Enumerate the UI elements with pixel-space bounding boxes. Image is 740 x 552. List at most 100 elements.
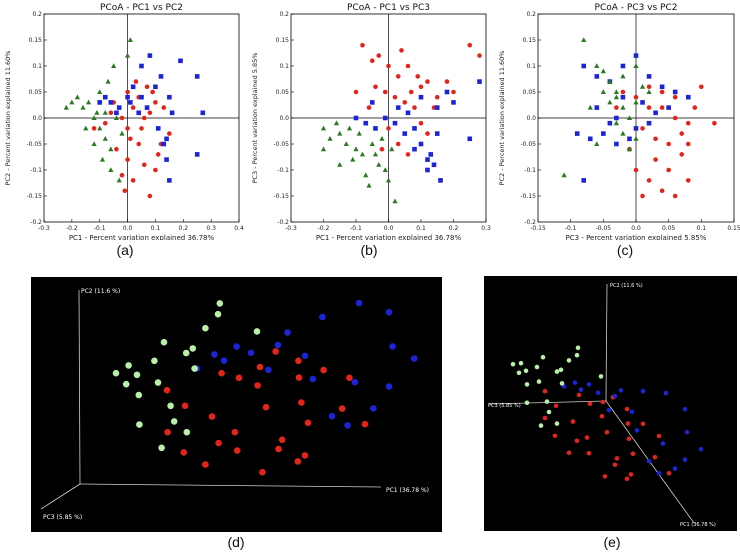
data-point-red	[653, 136, 658, 142]
data-point-blue	[672, 89, 678, 95]
data-point-red	[114, 146, 119, 152]
data-point-green	[124, 52, 131, 58]
data-point-3d-light_green	[202, 324, 209, 332]
data-point-red	[141, 115, 147, 121]
data-point-blue	[167, 94, 172, 100]
data-point-green	[113, 115, 120, 120]
data-point-red	[633, 94, 639, 100]
data-point-red	[633, 167, 639, 173]
data-point-3d-blue	[618, 388, 624, 393]
data-point-red	[150, 89, 155, 95]
data-point-red	[659, 188, 665, 194]
data-point-3d-light_green	[536, 379, 542, 384]
data-point-red	[153, 100, 158, 105]
y-tick-label: -0.1	[277, 167, 289, 174]
data-point-3d-red	[574, 438, 580, 444]
data-point-3d-red	[600, 399, 606, 405]
data-point-green	[343, 141, 349, 146]
data-point-3d-blue	[211, 351, 218, 358]
data-point-green	[594, 141, 600, 146]
data-point-blue	[467, 136, 473, 142]
data-point-red	[614, 105, 619, 110]
data-point-green	[366, 182, 372, 188]
data-point-3d-blue	[682, 406, 688, 412]
data-point-3d-light_green	[191, 365, 198, 372]
data-point-green	[646, 89, 652, 94]
data-point-3d-light_green	[538, 423, 544, 428]
data-point-red	[666, 167, 671, 173]
data-point-red	[444, 79, 450, 84]
y-tick-label: -0.05	[273, 141, 289, 148]
data-point-blue	[594, 105, 600, 110]
data-point-3d-red	[163, 386, 171, 394]
data-point-green	[83, 125, 89, 131]
data-point-3d-blue	[220, 357, 228, 364]
data-point-green	[600, 89, 606, 94]
y-tick-label: -0.15	[520, 193, 536, 200]
caption-a: (a)	[116, 242, 134, 258]
data-point-red	[369, 58, 375, 64]
data-point-green	[369, 141, 375, 146]
data-point-3d-light_green	[189, 345, 197, 352]
data-point-3d-light_green	[160, 338, 168, 346]
data-point-3d-light_green	[558, 367, 564, 373]
data-point-3d-red	[181, 402, 189, 410]
data-point-3d-light_green	[598, 374, 604, 379]
y-axis-label: PC3 - Percent variation explained 5.85%	[251, 53, 259, 184]
x-tick-label: 0.3	[481, 225, 491, 232]
data-point-green	[613, 89, 619, 94]
data-point-red	[405, 152, 411, 157]
data-point-red	[144, 84, 150, 90]
data-point-green	[372, 151, 379, 157]
data-point-red	[133, 79, 139, 84]
data-point-3d-light_green	[151, 357, 158, 365]
data-point-blue	[164, 157, 169, 162]
x-tick-label: -0.2	[318, 225, 330, 232]
data-point-3d-red	[614, 456, 620, 461]
axis-pc1	[79, 483, 382, 488]
data-point-3d-light_green	[167, 402, 174, 410]
data-point-3d-red	[542, 388, 548, 394]
data-point-green	[561, 172, 567, 178]
data-point-green	[320, 125, 327, 131]
x-tick-label: 0.0	[384, 225, 394, 232]
data-point-blue	[153, 84, 158, 90]
data-point-green	[105, 78, 111, 84]
data-point-3d-blue	[370, 405, 377, 412]
data-point-blue	[125, 94, 130, 100]
data-point-red	[679, 152, 685, 157]
data-point-green	[116, 177, 122, 183]
data-point-red	[108, 110, 114, 116]
data-point-3d-light_green	[524, 400, 530, 406]
data-point-3d-red	[630, 451, 636, 457]
data-point-3d-light_green	[524, 382, 530, 387]
data-point-red	[672, 94, 678, 100]
x-tick-label: -0.1	[94, 225, 106, 232]
x-tick-label: -0.15	[530, 225, 546, 232]
data-point-3d-red	[586, 450, 592, 456]
data-point-green	[69, 99, 75, 105]
x-tick-label: -0.1	[350, 225, 362, 232]
y-tick-label: 0.2	[32, 11, 42, 18]
data-point-blue	[594, 74, 600, 79]
data-point-3d-light_green	[158, 444, 165, 452]
data-point-red	[136, 141, 142, 147]
y-tick-label: 0.15	[523, 37, 537, 44]
data-point-3d-blue	[247, 349, 255, 357]
data-point-blue	[136, 110, 142, 116]
chart-title: PCoA - PC1 vs PC3	[347, 3, 430, 13]
scatter-3d-view-1: PC1 (36.78 %) PC2 (11.6 %) PC3 (5.85 %)	[40, 288, 429, 521]
data-point-3d-red	[552, 433, 558, 439]
data-point-green	[353, 146, 359, 152]
data-point-red	[415, 74, 421, 79]
data-point-red	[672, 193, 678, 199]
data-point-3d-light_green	[135, 391, 143, 399]
data-point-green	[600, 68, 606, 74]
data-point-red	[147, 193, 153, 199]
chart-panel-a: PCoA - PC1 vs PC2 -0.3 -0.2 -0.1 0.0 0.1 0.2 0.…	[0, 0, 245, 242]
x-axis-label: PC1 - Percent variation explained 36.78%	[69, 234, 215, 240]
y-tick-label: -0.2	[277, 219, 289, 226]
data-point-3d-blue	[385, 308, 393, 316]
data-point-red	[646, 178, 652, 183]
data-point-green	[607, 78, 613, 84]
